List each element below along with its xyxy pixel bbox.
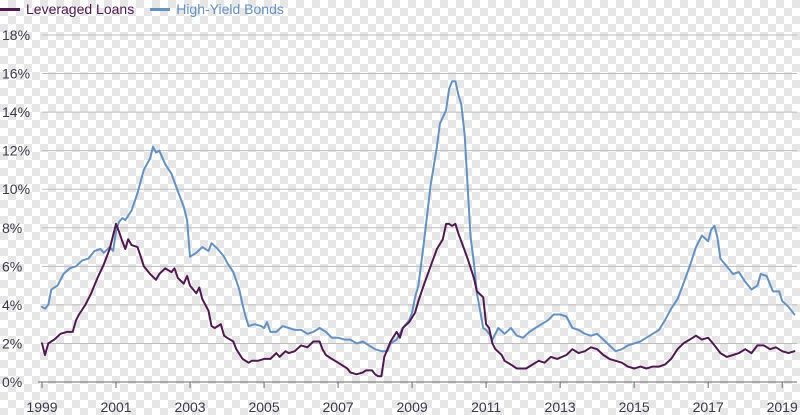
legend-item-leveraged-loans: Leveraged Loans	[0, 1, 134, 17]
y-tick-label-2: 2%	[2, 335, 22, 351]
series-line-high-yield-bonds	[41, 80, 796, 353]
y-tick-label-0: 0%	[2, 374, 22, 390]
x-tick-label-2009: 2009	[397, 399, 428, 415]
x-tick-label-2001: 2001	[100, 399, 131, 415]
y-tick-label-12: 12%	[2, 143, 30, 159]
y-tick-label-4: 4%	[2, 297, 22, 313]
x-tick-label-2005: 2005	[248, 399, 279, 415]
x-tick-label-2015: 2015	[619, 399, 650, 415]
legend-item-high-yield-bonds: High-Yield Bonds	[150, 1, 284, 17]
x-tick-label-2013: 2013	[545, 399, 576, 415]
x-tick-label-2019: 2019	[767, 399, 798, 415]
x-tick-label-2007: 2007	[323, 399, 354, 415]
y-tick-label-14: 14%	[2, 104, 30, 120]
x-tick-label-2011: 2011	[471, 399, 501, 415]
legend-label-high-yield-bonds: High-Yield Bonds	[176, 1, 284, 17]
x-tick-label-2003: 2003	[174, 399, 205, 415]
y-tick-label-6: 6%	[2, 258, 22, 274]
y-tick-label-8: 8%	[2, 220, 22, 236]
y-tick-label-16: 16%	[2, 66, 30, 82]
y-tick-label-10: 10%	[2, 181, 30, 197]
x-tick-label-2017: 2017	[693, 399, 724, 415]
x-tick-label-1999: 1999	[26, 399, 57, 415]
legend-swatch-leveraged-loans	[0, 7, 20, 11]
legend-label-leveraged-loans: Leveraged Loans	[26, 1, 135, 17]
series-line-leveraged-loans	[41, 222, 796, 378]
legend-swatch-high-yield-bonds	[150, 7, 171, 11]
y-tick-label-18: 18%	[2, 27, 30, 43]
chart-legend: Leveraged Loans High-Yield Bonds	[0, 0, 300, 18]
